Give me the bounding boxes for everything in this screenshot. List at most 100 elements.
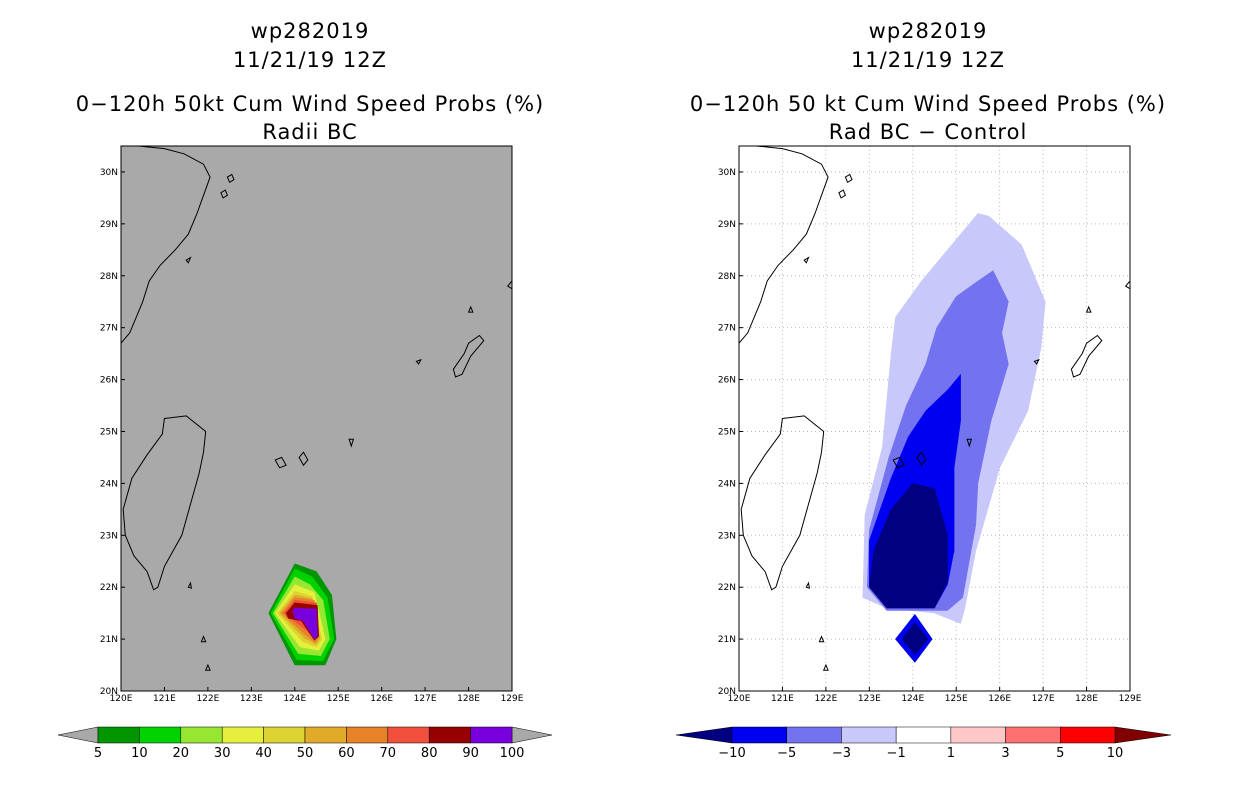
y-tick-label: 25N [100,427,118,437]
y-tick-label: 22N [718,583,736,593]
coastline-island [916,451,927,467]
coastline-island [187,581,193,589]
left-subtitle: Radii BC [262,120,358,144]
contour-level-neg10 [869,483,948,609]
colorbar-swatch [97,726,140,744]
x-tick-label: 123E [858,694,881,704]
colorbar-swatch [346,726,389,744]
y-tick-label: 26N [100,376,118,386]
colorbar-swatch [180,726,223,744]
colorbar-label: 10 [1107,746,1124,761]
coastline-island [204,663,211,671]
colorbar-swatch [786,726,842,744]
colorbar-end-high [511,726,553,744]
right-product-title: 0−120h 50 kt Cum Wind Speed Probs (%) [689,92,1167,116]
coastline-island [822,663,829,671]
colorbar-1: 5 10 20 30 40 50 60 70 80 90 100 [57,726,553,761]
y-tick-label: 21N [100,635,118,645]
x-tick-label: 122E [196,694,219,704]
right-storm-id: wp282019 [868,19,988,43]
colorbar-swatch [731,726,787,744]
y-tick-label: 20N [100,687,118,697]
coastline-island [803,256,810,264]
coastline-china [738,145,829,344]
y-tick-label: 21N [718,635,736,645]
colorbar-swatch [895,726,952,744]
contour-level-neg10 [901,622,929,655]
y-tick-label: 30N [718,168,736,178]
colorbar-swatch [387,726,430,744]
colorbar-swatch [841,726,897,744]
y-tick-label: 29N [718,220,736,230]
coastline-island [1033,358,1040,365]
map-panel-2: 120E 121E 122E 123E 124E 125E 126E 127E 128E 129E… [718,145,1142,704]
colorbar-swatch [221,726,264,744]
colorbar-end-low [57,726,99,744]
coastline-taiwan [740,415,825,591]
map-panel-1: 120E 121E 122E 123E 124E 125E 126E 127E 128E 129E… [100,145,524,704]
colorbar-swatch [304,726,347,744]
y-tick-label: 27N [100,324,118,334]
colorbar-label: 5 [1056,746,1064,761]
coastline-china [120,145,211,344]
colorbar-label: 80 [421,746,438,761]
map-frame [120,145,513,692]
x-tick-label: 127E [1032,694,1055,704]
coastline-island [274,456,287,469]
y-tick-label: 24N [100,479,118,489]
x-tick-label: 120E [110,694,133,704]
y-tick-label: 28N [718,272,736,282]
left-date: 11/21/19 12Z [232,48,388,72]
x-tick-label: 126E [370,694,393,704]
map-frame [738,145,1131,692]
x-tick-label: 121E [153,694,176,704]
colorbar-label: 50 [297,746,314,761]
x-tick-label: 125E [945,694,968,704]
coastline-island [185,256,192,264]
coastline-island [892,456,905,469]
right-date: 11/21/19 12Z [850,48,1006,72]
x-tick-label: 120E [728,694,751,704]
coastline-island [1085,305,1092,313]
coastline-island [452,334,485,378]
colorbar-end-low [675,726,733,744]
y-tick-label: 26N [718,376,736,386]
colorbar-label: 90 [462,746,479,761]
y-tick-label: 30N [100,168,118,178]
colorbar-label: 40 [255,746,272,761]
y-tick-label: 25N [718,427,736,437]
colorbar-label: 70 [380,746,397,761]
coastline-island [966,438,973,448]
coastline-island [298,451,309,467]
x-tick-label: 125E [327,694,350,704]
x-tick-label: 122E [814,694,837,704]
x-tick-label: 124E [283,694,306,704]
y-tick-label: 23N [100,531,118,541]
x-tick-label: 128E [1075,694,1098,704]
colorbar-swatch [263,726,306,744]
coastline-island [838,189,847,199]
left-product-title: 0−120h 50kt Cum Wind Speed Probs (%) [75,92,545,116]
colorbar-swatch [428,726,471,744]
x-tick-label: 129E [1119,694,1142,704]
coastline-island [844,173,853,184]
coastline-island [1070,334,1103,378]
left-storm-id: wp282019 [250,19,370,43]
y-tick-label: 22N [100,583,118,593]
colorbar-label: 10 [131,746,148,761]
colorbar-label: −3 [832,746,851,761]
coastline-island [818,635,825,643]
colorbar-label: −5 [777,746,796,761]
coastline-island [200,635,207,643]
colorbar-swatch [470,726,513,744]
x-tick-label: 121E [771,694,794,704]
colorbar-label: 5 [94,746,102,761]
x-tick-label: 129E [501,694,524,704]
contour-level-90 [292,607,318,640]
y-tick-label: 20N [718,687,736,697]
y-tick-label: 29N [100,220,118,230]
colorbar-label: 20 [173,746,190,761]
colorbar-label: 30 [214,746,231,761]
x-tick-label: 126E [988,694,1011,704]
